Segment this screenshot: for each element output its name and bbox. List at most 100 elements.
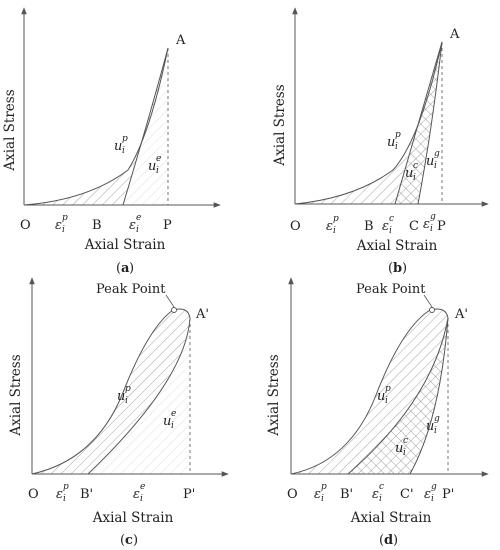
svg-text:d: d: [384, 533, 393, 548]
svg-text:i: i: [389, 226, 392, 236]
plastic-energy-symbol: u i p: [377, 384, 391, 406]
svg-text:p: p: [333, 214, 339, 224]
caption: ( d ): [379, 533, 398, 548]
svg-text:c: c: [379, 482, 384, 492]
crack-strain-symbol: ε i c: [372, 482, 384, 504]
crack-curve: [417, 41, 443, 205]
svg-text:ε: ε: [424, 487, 431, 502]
point-b-label: B': [80, 487, 93, 502]
x-axis-label: Axial Strain: [356, 238, 438, 254]
peak-label: A': [454, 307, 468, 322]
svg-text:ε: ε: [55, 218, 62, 233]
svg-text:i: i: [62, 225, 65, 235]
residual-strain-symbol: ε i g: [423, 212, 436, 234]
unloading-curve: [87, 317, 191, 475]
panel-b: A Axial Stress O B C P ε i p ε i c ε i g…: [272, 7, 489, 276]
plastic-area-hatch: [295, 42, 442, 204]
plastic-area-hatch: [32, 309, 190, 474]
stress-strain-curve: [31, 308, 191, 475]
residual-energy-symbol: u i g: [426, 414, 440, 436]
svg-text:i: i: [434, 426, 437, 436]
loading-curve: [23, 47, 169, 206]
residual-strain-symbol: ε i g: [424, 482, 437, 504]
peak-point-leader: [165, 294, 175, 308]
svg-text:e: e: [140, 482, 145, 492]
svg-text:u: u: [377, 389, 385, 404]
svg-text:i: i: [395, 142, 398, 152]
svg-text:i: i: [385, 396, 388, 406]
crack-strain-symbol: ε i c: [382, 214, 394, 236]
svg-text:p: p: [385, 384, 391, 394]
plastic-strain-symbol: ε i p: [314, 482, 327, 504]
svg-text:e: e: [136, 213, 141, 223]
svg-text:p: p: [62, 213, 68, 223]
svg-text:u: u: [148, 159, 156, 174]
peak-point-marker: [171, 307, 177, 313]
svg-text:p: p: [125, 384, 131, 394]
residual-energy-symbol: u i g: [426, 149, 440, 171]
svg-text:i: i: [156, 166, 159, 176]
svg-text:i: i: [431, 494, 434, 504]
svg-text:i: i: [171, 421, 174, 431]
x-axis-label: Axial Strain: [84, 237, 166, 253]
point-b-label: B: [364, 219, 374, 234]
y-axis-label: Axial Stress: [8, 354, 24, 436]
svg-text:b: b: [393, 261, 402, 276]
svg-text:i: i: [140, 494, 143, 504]
origin-label: O: [28, 487, 39, 502]
plastic-energy-symbol: u i p: [114, 134, 128, 156]
unloading-curve: [394, 41, 443, 205]
svg-text:ε: ε: [129, 218, 136, 233]
elastic-strain-symbol: ε i e: [133, 482, 145, 504]
svg-text:a: a: [121, 261, 130, 276]
svg-text:p: p: [321, 482, 327, 492]
svg-text:u: u: [117, 389, 125, 404]
svg-text:u: u: [114, 139, 122, 154]
plastic-strain-symbol: ε i p: [326, 214, 339, 236]
svg-text:(: (: [120, 533, 125, 548]
caption: ( b ): [388, 261, 407, 276]
peak-point-leader: [423, 294, 433, 308]
svg-text:e: e: [171, 409, 176, 419]
origin-label: O: [290, 219, 301, 234]
svg-text:p: p: [395, 130, 401, 140]
svg-text:ε: ε: [423, 217, 430, 232]
svg-text:): ): [129, 261, 134, 276]
unloading-curve: [122, 47, 169, 206]
panel-d: Peak Point A' Axial Stress O B' C' P' ε …: [266, 277, 489, 548]
elastic-strain-symbol: ε i e: [129, 213, 141, 235]
point-p-label: P': [442, 487, 454, 502]
svg-text:ε: ε: [382, 219, 389, 234]
plastic-strain-symbol: ε i p: [55, 213, 68, 235]
svg-text:(: (: [116, 261, 121, 276]
point-b-label: B: [92, 218, 102, 233]
svg-text:): ): [402, 261, 407, 276]
point-b-label: B': [340, 487, 353, 502]
x-axis-label: Axial Strain: [350, 510, 432, 526]
svg-text:c: c: [413, 161, 418, 171]
svg-text:i: i: [413, 173, 416, 183]
crack-energy-symbol: u i c: [405, 161, 418, 183]
point-c-label: C: [409, 219, 419, 234]
point-c-label: C': [400, 487, 414, 502]
svg-text:u: u: [163, 414, 171, 429]
svg-text:c: c: [125, 533, 133, 548]
crack-energy-symbol: u i c: [395, 436, 408, 458]
y-axis-label: Axial Stress: [2, 89, 18, 171]
svg-text:g: g: [430, 212, 436, 222]
svg-text:i: i: [321, 494, 324, 504]
svg-text:i: i: [430, 224, 433, 234]
peak-point-marker: [429, 307, 435, 313]
plastic-strain-symbol: ε i p: [56, 482, 69, 504]
caption: ( c ): [120, 533, 138, 548]
svg-text:i: i: [403, 448, 406, 458]
svg-text:ε: ε: [56, 487, 63, 502]
origin-label: O: [20, 218, 31, 233]
peak-label: A': [195, 307, 209, 322]
svg-text:): ): [133, 533, 138, 548]
svg-text:i: i: [379, 494, 382, 504]
origin-label: O: [287, 487, 298, 502]
svg-text:i: i: [333, 226, 336, 236]
svg-text:i: i: [63, 494, 66, 504]
